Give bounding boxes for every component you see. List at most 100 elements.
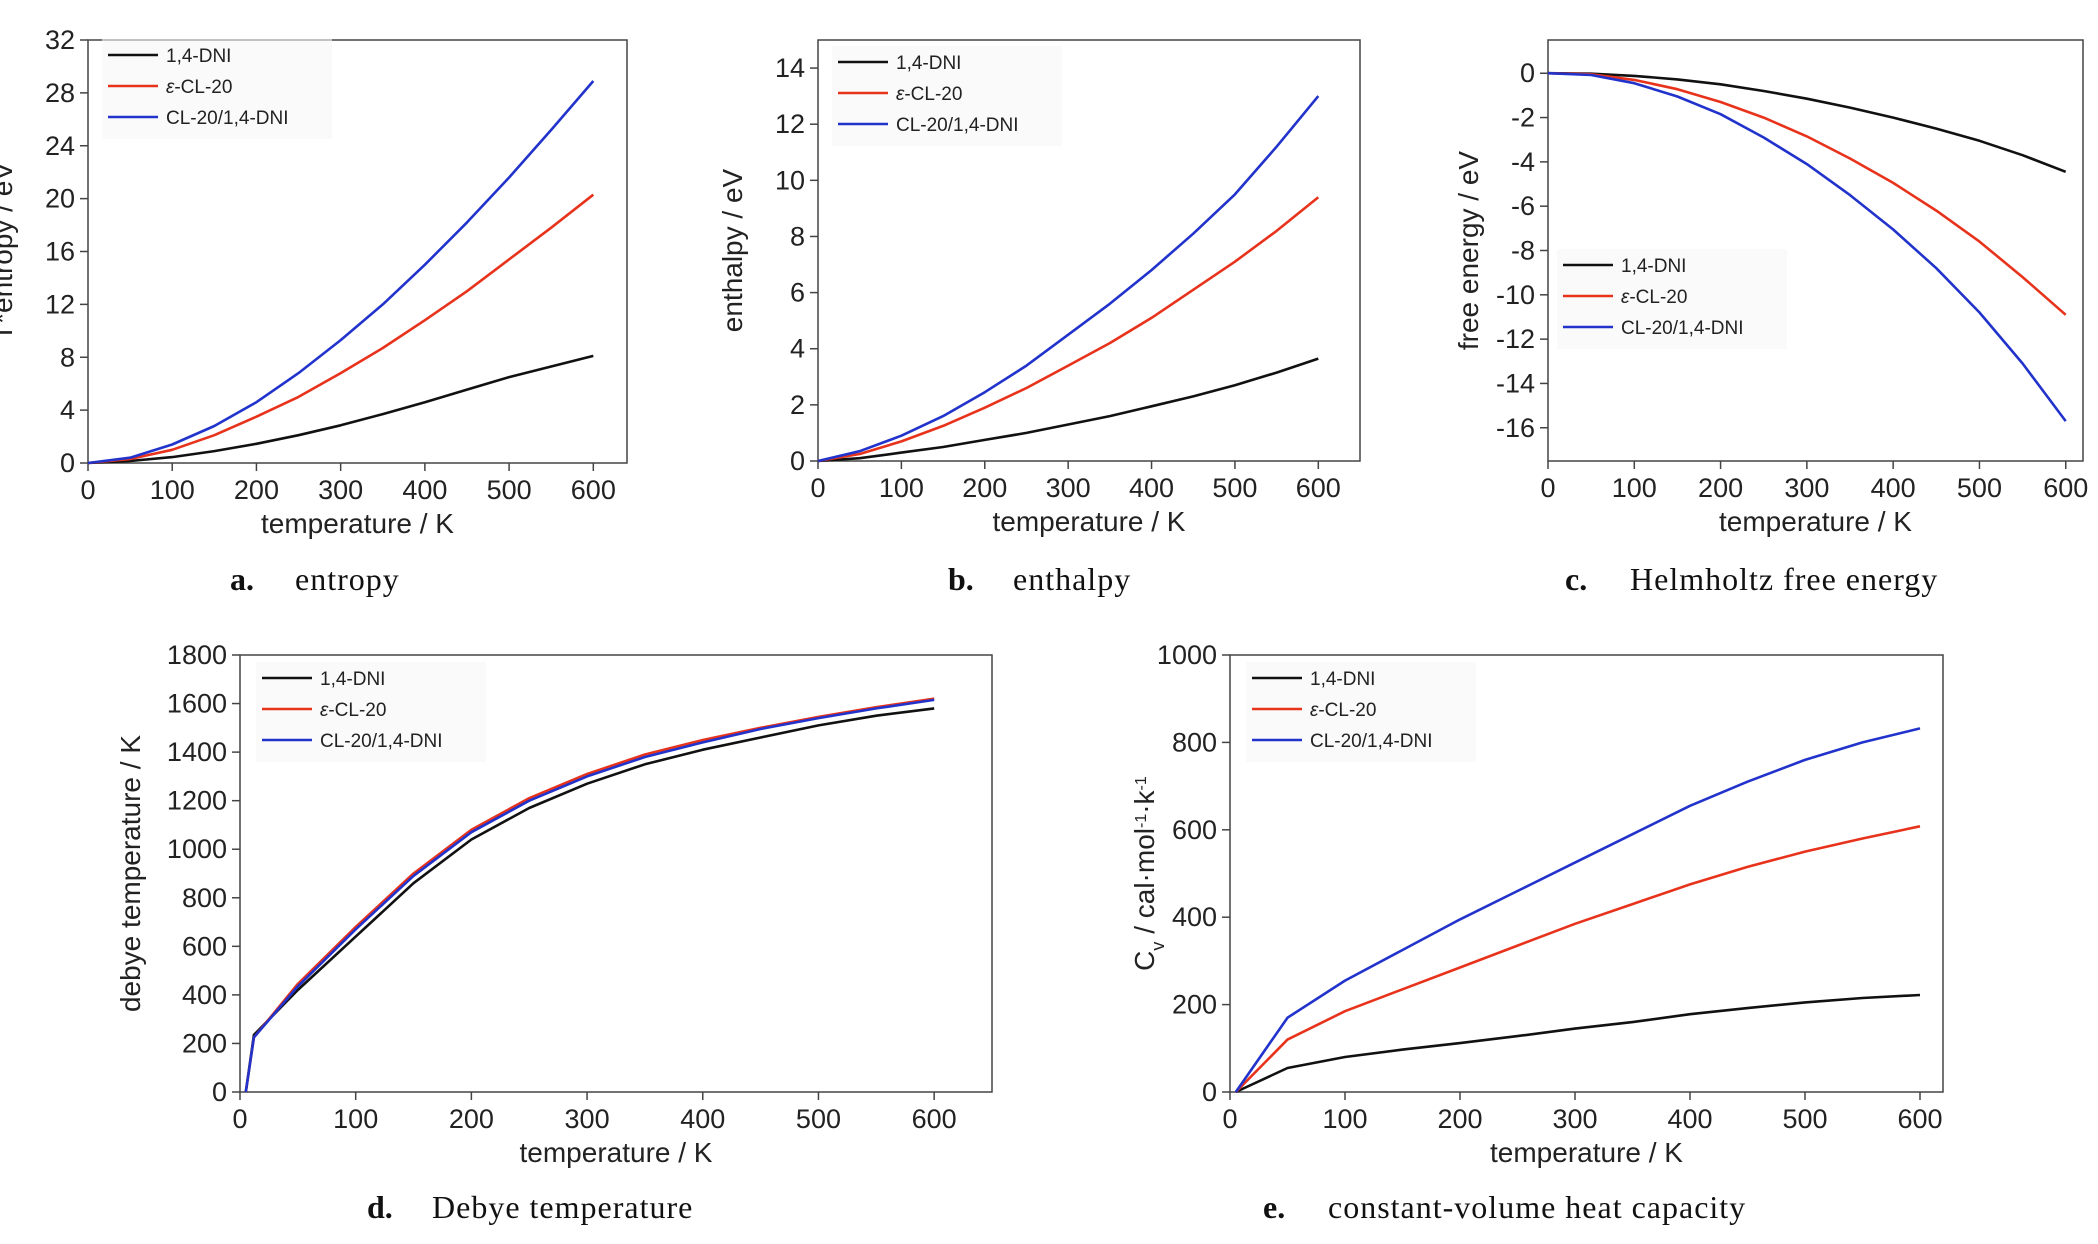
x-tick-label: 600 xyxy=(571,475,616,505)
legend-label-epsilon-cl-20: ε-CL-20 xyxy=(1310,700,1376,721)
series-line-1-4-dni xyxy=(817,357,1319,463)
series-line-cl-20-1-4-dni xyxy=(244,698,935,1093)
x-tick-label: 0 xyxy=(232,1104,247,1134)
y-tick-label: 600 xyxy=(182,931,227,961)
chart-panel-b: 0 100 200 300 400 500 600 0 2 4 6 8 10 12 14 temperatur… xyxy=(717,39,1361,597)
y-axis-label: free energy / eV xyxy=(1453,151,1484,351)
y-tick-label: 0 xyxy=(790,446,805,476)
plot-frame xyxy=(1229,654,1944,1093)
y-tick-label: 1600 xyxy=(167,689,227,719)
plot-frame xyxy=(817,39,1361,462)
series-line-epsilon-cl-20 xyxy=(817,196,1320,463)
y-tick-label: 400 xyxy=(182,980,227,1010)
legend-label-1-4-dni: 1,4-DNI xyxy=(320,669,385,690)
y-tick-label: 8 xyxy=(790,221,805,251)
x-tick-label: 300 xyxy=(318,475,363,505)
y-tick-label: 1800 xyxy=(167,640,227,670)
y-tick-label: 10 xyxy=(775,165,805,195)
legend-label-epsilon-cl-20: ε-CL-20 xyxy=(320,700,386,721)
y-tick-label: 1200 xyxy=(167,786,227,816)
y-tick-label: 24 xyxy=(45,131,75,161)
y-tick-label: 600 xyxy=(1172,815,1217,845)
x-tick-label: 100 xyxy=(879,473,924,503)
x-tick-label: 500 xyxy=(796,1104,841,1134)
legend-label-epsilon-cl-20: ε-CL-20 xyxy=(896,84,962,105)
legend-label-1-4-dni: 1,4-DNI xyxy=(1621,256,1686,277)
legend: 1,4-DNI ε-CL-20 CL-20/1,4-DNI xyxy=(256,662,486,762)
series-line-1-4-dni xyxy=(1547,71,2067,174)
x-tick-label: 100 xyxy=(1612,473,1657,503)
caption-letter: b. xyxy=(948,561,974,597)
series-line-epsilon-cl-20 xyxy=(1234,825,1921,1093)
y-tick-label: 800 xyxy=(182,883,227,913)
y-tick-label: -2 xyxy=(1511,103,1535,133)
x-tick-label: 500 xyxy=(1212,473,1257,503)
legend-label-1-4-dni: 1,4-DNI xyxy=(896,53,961,74)
x-tick-label: 600 xyxy=(1897,1104,1942,1134)
plot-frame xyxy=(239,654,993,1093)
caption-letter: d. xyxy=(367,1189,393,1225)
x-axis-label: temperature / K xyxy=(261,508,454,539)
series-line-1-4-dni xyxy=(1235,993,1921,1094)
legend-label-cl-20-1-4-dni: CL-20/1,4-DNI xyxy=(320,731,443,752)
x-tick-label: 300 xyxy=(565,1104,610,1134)
y-tick-label: 2 xyxy=(790,390,805,420)
y-axis-label: enthalpy / eV xyxy=(717,168,748,332)
x-tick-label: 0 xyxy=(1540,473,1555,503)
x-tick-label: 600 xyxy=(1296,473,1341,503)
y-tick-label: 1400 xyxy=(167,737,227,767)
chart-panel-a: 0 100 200 300 400 500 600 0 4 8 12 16 20 24 28 32 temper… xyxy=(0,25,628,597)
y-tick-label: 28 xyxy=(45,78,75,108)
x-tick-label: 200 xyxy=(1698,473,1743,503)
series-line-epsilon-cl-20 xyxy=(1547,71,2067,316)
y-tick-label: 4 xyxy=(790,334,805,364)
series-line-1-4-dni xyxy=(244,707,935,1093)
y-tick-label: -12 xyxy=(1496,324,1535,354)
x-tick-label: 300 xyxy=(1046,473,1091,503)
x-axis-label: temperature / K xyxy=(1490,1137,1683,1168)
x-axis-label: temperature / K xyxy=(993,506,1186,537)
x-tick-label: 0 xyxy=(810,473,825,503)
y-tick-label: 4 xyxy=(60,395,75,425)
legend-label-epsilon-cl-20: ε-CL-20 xyxy=(1621,287,1687,308)
x-tick-label: 600 xyxy=(2043,473,2088,503)
caption-text: constant-volume heat capacity xyxy=(1328,1189,1746,1225)
chart-panel-c: 0 100 200 300 400 500 600 0 -2 -4 -6 -8 -10 -12 -14 -16… xyxy=(1453,39,2088,597)
y-tick-label: 0 xyxy=(60,448,75,478)
legend-label-1-4-dni: 1,4-DNI xyxy=(1310,669,1375,690)
legend-label-cl-20-1-4-dni: CL-20/1,4-DNI xyxy=(896,115,1019,136)
y-tick-label: -10 xyxy=(1496,280,1535,310)
caption-text: Helmholtz free energy xyxy=(1630,561,1938,597)
y-tick-label: -16 xyxy=(1496,413,1535,443)
x-tick-label: 200 xyxy=(1437,1104,1482,1134)
y-axis-label: T*entropy / eV xyxy=(0,162,18,341)
y-tick-label: 0 xyxy=(212,1077,227,1107)
x-axis-label: temperature / K xyxy=(1719,506,1912,537)
y-tick-label: 20 xyxy=(45,184,75,214)
x-tick-label: 200 xyxy=(449,1104,494,1134)
legend: 1,4-DNI ε-CL-20 CL-20/1,4-DNI xyxy=(1246,662,1476,762)
x-tick-label: 100 xyxy=(1322,1104,1367,1134)
x-tick-label: 500 xyxy=(1782,1104,1827,1134)
y-tick-label: 1000 xyxy=(167,834,227,864)
y-tick-label: 800 xyxy=(1172,727,1217,757)
chart-panel-d: 0 100 200 300 400 500 600 0 200 400 600 800 1000 1200… xyxy=(115,640,993,1225)
legend: 1,4-DNI ε-CL-20 CL-20/1,4-DNI xyxy=(1557,249,1787,349)
y-tick-label: 14 xyxy=(775,53,805,83)
series-line-cl-20-1-4-dni xyxy=(817,95,1320,463)
y-axis-label: debye temperature / K xyxy=(115,735,146,1012)
legend-label-1-4-dni: 1,4-DNI xyxy=(166,46,231,67)
y-tick-label: 200 xyxy=(1172,990,1217,1020)
y-tick-label: 12 xyxy=(775,109,805,139)
x-tick-label: 500 xyxy=(1957,473,2002,503)
y-tick-label: 0 xyxy=(1520,58,1535,88)
y-tick-label: 400 xyxy=(1172,902,1217,932)
series-line-cl-20-1-4-dni xyxy=(1234,727,1921,1093)
x-tick-label: 300 xyxy=(1784,473,1829,503)
caption-letter: a. xyxy=(230,561,254,597)
y-tick-label: 0 xyxy=(1202,1077,1217,1107)
caption-text: entropy xyxy=(295,561,400,597)
caption-letter: e. xyxy=(1263,1189,1285,1225)
x-tick-label: 100 xyxy=(150,475,195,505)
x-tick-label: 100 xyxy=(333,1104,378,1134)
